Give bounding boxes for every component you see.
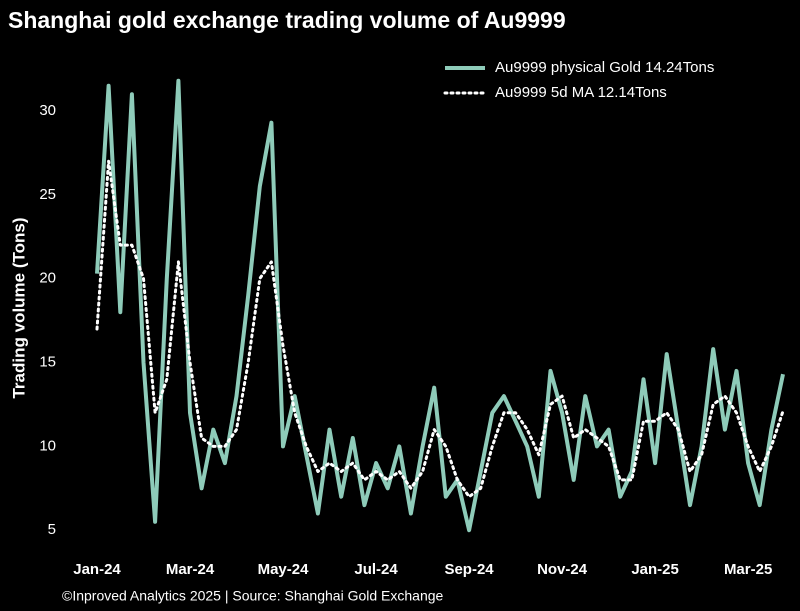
x-tick-label: Mar-24 [166,561,215,578]
y-tick-label: 10 [39,437,56,454]
chart-title: Shanghai gold exchange trading volume of… [8,7,566,33]
legend-label: Au9999 physical Gold 14.24Tons [495,59,714,76]
x-tick-label: Mar-25 [724,561,772,578]
y-axis-label: Trading volume (Tons) [9,217,28,398]
x-tick-label: Jul-24 [354,561,398,578]
x-tick-label: May-24 [258,561,310,578]
legend-label: Au9999 5d MA 12.14Tons [495,84,667,101]
series-line [95,159,785,499]
series-line [95,78,785,533]
y-tick-label: 15 [39,353,56,370]
x-tick-label: Jan-24 [73,561,121,578]
y-tick-label: 25 [39,186,56,203]
x-tick-label: Jan-25 [631,561,679,578]
source-note: ©Inproved Analytics 2025 | Source: Shang… [62,588,444,604]
x-tick-label: Nov-24 [537,561,588,578]
y-tick-label: 5 [48,521,56,538]
y-tick-label: 20 [39,270,56,287]
x-tick-label: Sep-24 [444,561,494,578]
y-tick-label: 30 [39,102,56,119]
